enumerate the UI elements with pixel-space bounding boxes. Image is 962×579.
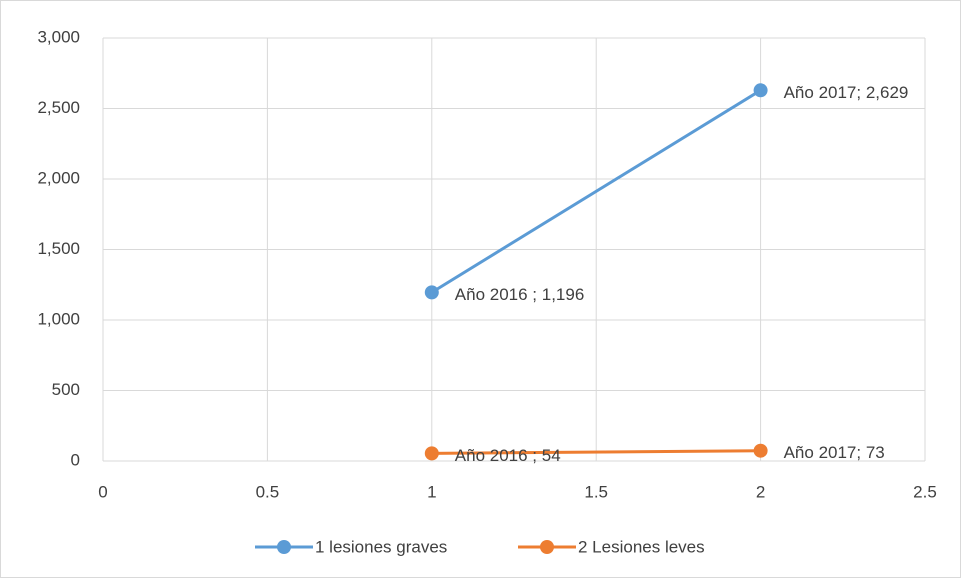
- x-tick-label: 2: [756, 482, 765, 501]
- legend-label: 1 lesiones graves: [315, 537, 447, 556]
- legend-marker: [277, 540, 291, 554]
- series-line: [431, 449, 761, 455]
- x-tick-label: 1.5: [584, 482, 608, 501]
- x-tick-label: 1: [427, 482, 436, 501]
- point: [424, 285, 439, 300]
- legend-label: 2 Lesiones leves: [578, 537, 705, 556]
- y-tick-label: 1,500: [37, 239, 80, 258]
- point: [424, 446, 439, 461]
- point: [753, 443, 768, 458]
- y-tick-label: 500: [52, 380, 80, 399]
- y-tick-label: 0: [71, 450, 80, 469]
- data-label: Año 2017; 2,629: [784, 83, 909, 102]
- x-tick-label: 2.5: [913, 482, 937, 501]
- y-tick-label: 3,000: [37, 27, 80, 46]
- data-label: Año 2017; 73: [784, 443, 885, 462]
- data-label: Año 2016 ; 54: [455, 446, 561, 465]
- point: [753, 83, 768, 98]
- y-tick-label: 2,000: [37, 168, 80, 187]
- series-line: [431, 89, 762, 294]
- x-tick-label: 0: [98, 482, 107, 501]
- x-tick-label: 0.5: [256, 482, 280, 501]
- data-label: Año 2016 ; 1,196: [455, 285, 585, 304]
- legend-marker: [540, 540, 554, 554]
- y-tick-label: 1,000: [37, 309, 80, 328]
- y-tick-label: 2,500: [37, 98, 80, 117]
